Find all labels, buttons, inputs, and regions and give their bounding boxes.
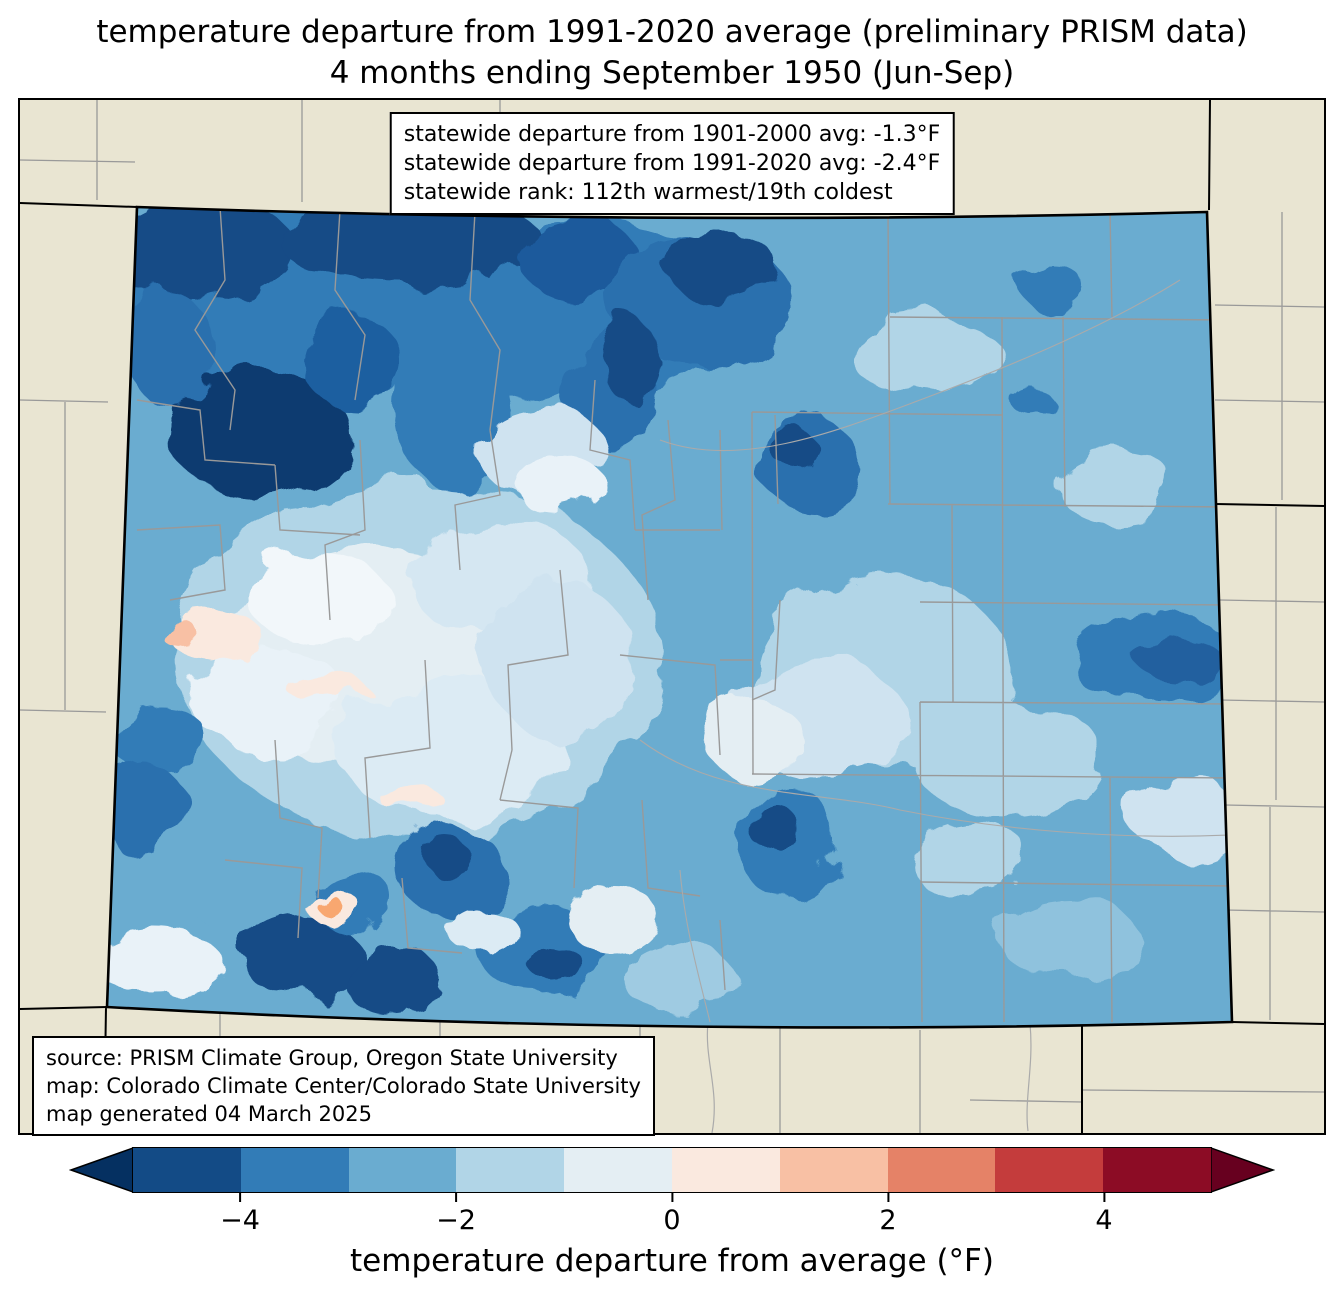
source-line-1: source: PRISM Climate Group, Oregon Stat… bbox=[46, 1046, 618, 1070]
colorado-state-border bbox=[105, 205, 1234, 1029]
colorbar-segment bbox=[1103, 1148, 1211, 1192]
colorbar: −4 −2 0 2 4 bbox=[68, 1147, 1276, 1236]
colorbar-tick-label: −4 bbox=[220, 1205, 260, 1236]
colorbar-segment bbox=[348, 1148, 457, 1192]
statewide-stats-box: statewide departure from 1901-2000 avg: … bbox=[389, 112, 955, 215]
colorado-map-canvas bbox=[20, 100, 1324, 1133]
colorbar-tick-label: 2 bbox=[879, 1205, 897, 1236]
colorbar-tick-label: −2 bbox=[436, 1205, 476, 1236]
colorbar-tick-label: 4 bbox=[1095, 1205, 1113, 1236]
colorbar-tick: −4 bbox=[220, 1193, 260, 1236]
title-line-1: temperature departure from 1991-2020 ave… bbox=[96, 14, 1248, 50]
colorbar-ticks: −4 −2 0 2 4 bbox=[68, 1147, 1276, 1236]
colorbar-axis-label: temperature departure from average (°F) bbox=[350, 1243, 994, 1279]
margin-rivers bbox=[706, 1021, 1032, 1133]
colorbar-over-arrow bbox=[1211, 1147, 1275, 1193]
colorbar-segment bbox=[240, 1148, 349, 1192]
source-line-2: map: Colorado Climate Center/Colorado St… bbox=[46, 1074, 641, 1098]
colorbar-tick: 2 bbox=[879, 1193, 897, 1236]
temperature-contour-fills bbox=[107, 207, 1232, 1016]
colorbar-segments bbox=[132, 1147, 1212, 1193]
map-axes: statewide departure from 1901-2000 avg: … bbox=[18, 98, 1326, 1136]
colorbar-segment bbox=[133, 1148, 241, 1192]
source-line-3: map generated 04 March 2025 bbox=[46, 1102, 373, 1126]
colorbar-segment bbox=[887, 1148, 996, 1192]
colorado-rivers bbox=[639, 279, 1231, 1023]
colorbar-tick-mark bbox=[887, 1193, 889, 1202]
colorbar-under-arrow bbox=[69, 1147, 133, 1193]
figure-title: temperature departure from 1991-2020 ave… bbox=[0, 12, 1344, 94]
colorbar-tick-mark bbox=[239, 1193, 241, 1202]
colorbar-tick-mark bbox=[671, 1193, 673, 1202]
colorbar-segment bbox=[671, 1148, 780, 1192]
colorbar-tick-mark bbox=[1103, 1193, 1105, 1202]
colorado-county-lines bbox=[136, 207, 1231, 1023]
colorbar-tick: 0 bbox=[663, 1193, 681, 1236]
stats-line-3: statewide rank: 112th warmest/19th colde… bbox=[403, 180, 893, 205]
colorbar-tick: −2 bbox=[436, 1193, 476, 1236]
colorbar-segment bbox=[779, 1148, 888, 1192]
source-attribution-box: source: PRISM Climate Group, Oregon Stat… bbox=[32, 1036, 655, 1136]
colorbar-segment bbox=[456, 1148, 565, 1192]
colorbar-tick-mark bbox=[455, 1193, 457, 1202]
colorbar-segment bbox=[995, 1148, 1104, 1192]
title-line-2: 4 months ending September 1950 (Jun-Sep) bbox=[329, 55, 1015, 91]
stats-line-2: statewide departure from 1991-2020 avg: … bbox=[403, 151, 941, 176]
stats-line-1: statewide departure from 1901-2000 avg: … bbox=[403, 122, 941, 147]
colorbar-tick: 4 bbox=[1095, 1193, 1113, 1236]
colorbar-tick-label: 0 bbox=[663, 1205, 681, 1236]
colorbar-segment bbox=[564, 1148, 672, 1192]
